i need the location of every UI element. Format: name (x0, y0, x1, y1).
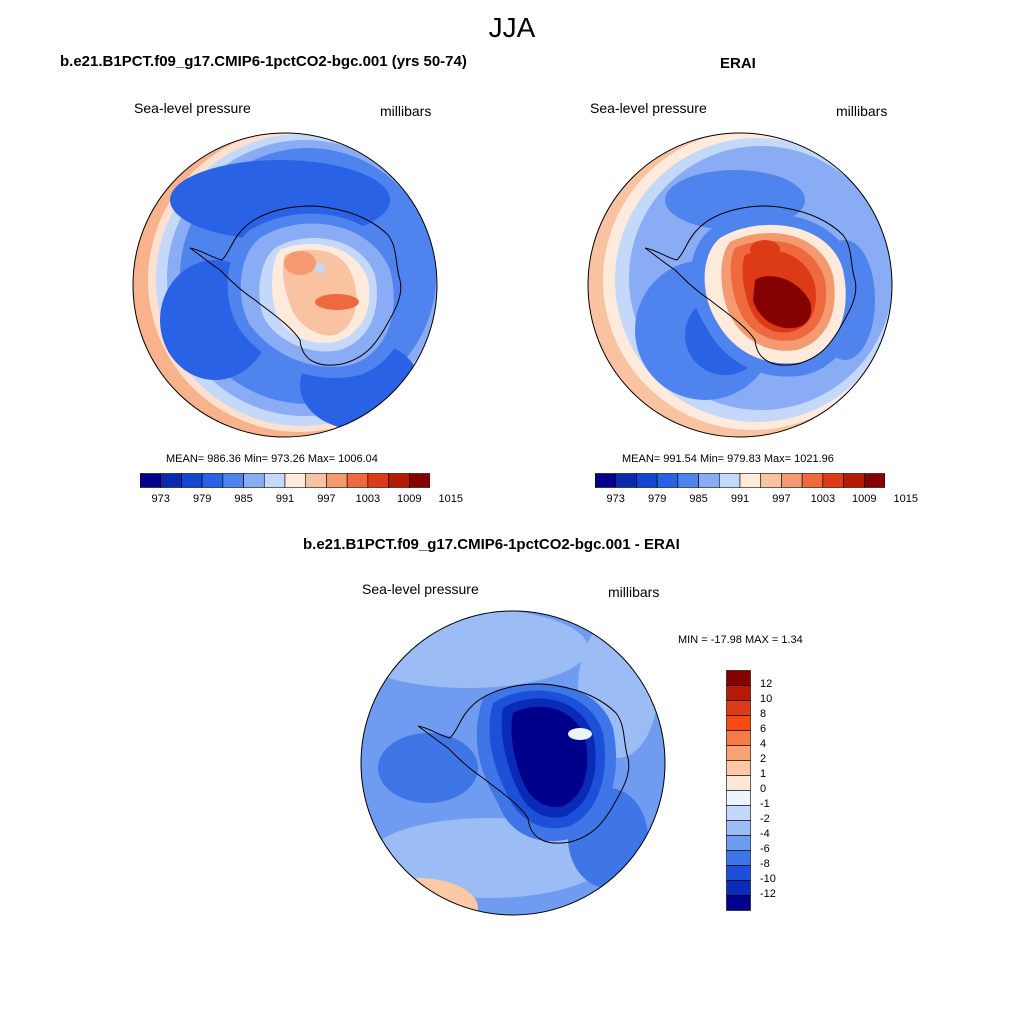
colorbar-swatch (726, 820, 751, 836)
colorbar-swatch (726, 805, 751, 821)
colorbar-swatch (726, 715, 751, 731)
colorbar-swatch (726, 790, 751, 806)
colorbar-tick-label: 4 (760, 738, 767, 750)
colorbar-tick-label: 8 (760, 708, 767, 720)
panel3-colorbar (726, 670, 751, 911)
panel2-map (587, 132, 893, 438)
colorbar-swatch (222, 473, 244, 488)
colorbar-tick-label: 973 (151, 493, 170, 505)
colorbar-swatch (781, 473, 803, 488)
colorbar-swatch (863, 473, 885, 488)
colorbar-tick-label: -2 (760, 813, 770, 825)
colorbar-swatch (201, 473, 224, 488)
panel2-colorbar (595, 473, 885, 488)
colorbar-swatch (726, 865, 751, 881)
colorbar-swatch (388, 473, 410, 488)
panel3-units-label: millibars (608, 584, 660, 600)
colorbar-swatch (822, 473, 844, 488)
colorbar-tick-label: -8 (760, 858, 770, 870)
colorbar-swatch (346, 473, 369, 488)
panel1-map (132, 132, 438, 438)
panel3-variable-label: Sea-level pressure (362, 581, 479, 597)
colorbar-tick-label: 1 (760, 768, 767, 780)
colorbar-swatch (760, 473, 782, 488)
colorbar-tick-label: 991 (730, 493, 750, 505)
panel2-stats: MEAN= 991.54 Min= 979.83 Max= 1021.96 (622, 453, 834, 465)
colorbar-swatch (408, 473, 430, 488)
colorbar-swatch (181, 473, 203, 488)
colorbar-tick-label: 12 (760, 678, 773, 690)
colorbar-tick-label: 1009 (852, 493, 877, 505)
colorbar-swatch (726, 775, 751, 791)
colorbar-tick-label: 985 (689, 493, 708, 505)
colorbar-tick-label: 997 (772, 493, 791, 505)
colorbar-swatch (367, 473, 389, 488)
panel3-stats: MIN = -17.98 MAX = 1.34 (678, 634, 803, 646)
colorbar-swatch (160, 473, 182, 488)
colorbar-swatch (801, 473, 824, 488)
colorbar-swatch (726, 685, 751, 701)
colorbar-swatch (326, 473, 348, 488)
colorbar-tick-label: 1009 (397, 493, 422, 505)
colorbar-tick-label: 6 (760, 723, 767, 735)
panel2-variable-label: Sea-level pressure (590, 100, 707, 116)
colorbar-tick-label: 1003 (810, 493, 836, 505)
panel3-title: b.e21.B1PCT.f09_g17.CMIP6-1pctCO2-bgc.00… (303, 536, 680, 553)
colorbar-swatch (305, 473, 327, 488)
colorbar-swatch (726, 700, 751, 716)
colorbar-tick-label: 991 (275, 493, 295, 505)
colorbar-swatch (243, 473, 265, 488)
colorbar-swatch (726, 895, 751, 911)
panel1-variable-label: Sea-level pressure (134, 100, 251, 116)
colorbar-swatch (726, 835, 751, 851)
colorbar-tick-label: -6 (760, 843, 770, 855)
panel1-units-label: millibars (380, 103, 432, 119)
colorbar-swatch (739, 473, 762, 488)
colorbar-swatch (615, 473, 637, 488)
colorbar-swatch (140, 473, 162, 488)
colorbar-swatch (718, 473, 741, 488)
colorbar-swatch (726, 880, 751, 896)
colorbar-swatch (698, 473, 720, 488)
panel3-map (360, 610, 666, 916)
panel1-colorbar-labels: 973 979 985 991 997 1003 1009 1015 (140, 493, 463, 507)
colorbar-tick-label: 2 (760, 753, 767, 765)
colorbar-swatch (726, 730, 751, 746)
colorbar-tick-label: -1 (760, 798, 770, 810)
panel1-stats: MEAN= 986.36 Min= 973.26 Max= 1006.04 (166, 453, 378, 465)
colorbar-swatch (677, 473, 699, 488)
panel2-units-label: millibars (836, 103, 888, 119)
colorbar-tick-label: 1015 (893, 493, 918, 505)
panel2-title: ERAI (720, 55, 756, 72)
colorbar-swatch (263, 473, 286, 488)
colorbar-tick-label: -12 (760, 888, 776, 900)
panel1-title: b.e21.B1PCT.f09_g17.CMIP6-1pctCO2-bgc.00… (60, 53, 467, 70)
panel2-colorbar-labels: 973 979 985 991 997 1003 1009 1015 (595, 493, 918, 507)
colorbar-swatch (656, 473, 679, 488)
colorbar-swatch (726, 850, 751, 866)
colorbar-tick-label: 997 (317, 493, 336, 505)
colorbar-tick-label: 0 (760, 783, 767, 795)
colorbar-tick-label: 1003 (355, 493, 381, 505)
colorbar-tick-label: 985 (234, 493, 253, 505)
panel3-colorbar-labels: 12 10 8 6 4 2 1 0 -1 -2 -4 -6 -8 -10 -12 (758, 670, 798, 912)
colorbar-swatch (636, 473, 658, 488)
colorbar-tick-label: 1015 (438, 493, 463, 505)
colorbar-tick-label: 973 (606, 493, 625, 505)
colorbar-tick-label: 979 (647, 493, 667, 505)
colorbar-swatch (726, 745, 751, 761)
colorbar-tick-label: 979 (192, 493, 212, 505)
colorbar-swatch (726, 760, 751, 776)
colorbar-tick-label: 10 (760, 693, 773, 705)
figure-title: JJA (488, 12, 536, 43)
colorbar-swatch (843, 473, 865, 488)
colorbar-tick-label: -10 (760, 873, 776, 885)
colorbar-swatch (595, 473, 617, 488)
colorbar-tick-label: -4 (760, 828, 770, 840)
colorbar-swatch (726, 670, 751, 686)
panel1-colorbar (140, 473, 430, 488)
colorbar-swatch (284, 473, 307, 488)
